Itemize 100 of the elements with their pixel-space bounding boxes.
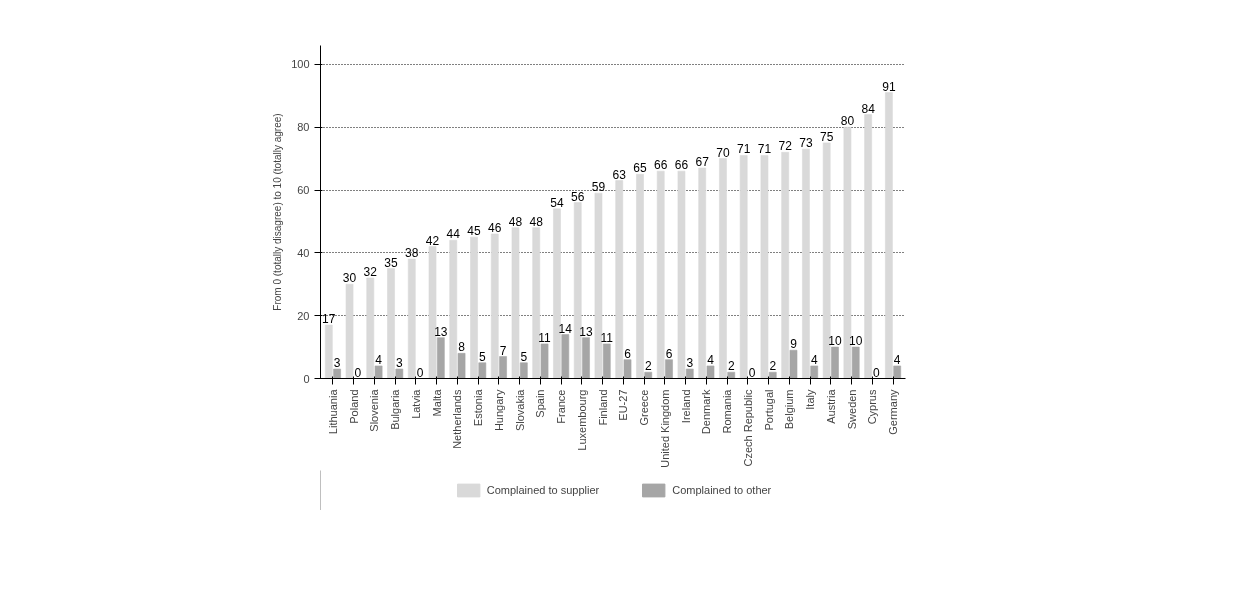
bar — [893, 365, 902, 379]
bar — [457, 353, 466, 379]
data-label: 56 — [571, 189, 585, 204]
data-label: 2 — [727, 359, 735, 374]
bar — [449, 239, 458, 379]
x-tick-label: Ireland — [679, 389, 692, 424]
data-label: 46 — [488, 220, 502, 235]
y-tick-label: 60 — [297, 184, 310, 197]
bar — [636, 174, 644, 379]
data-label: 5 — [520, 349, 528, 364]
data-label: 6 — [624, 346, 632, 361]
bar — [499, 356, 507, 379]
bar — [789, 349, 798, 379]
data-label: 8 — [458, 340, 466, 355]
bar — [656, 170, 665, 379]
data-label: 66 — [674, 158, 689, 173]
bar — [573, 202, 582, 379]
data-label: 0 — [354, 365, 362, 380]
bar — [561, 334, 570, 379]
bar — [864, 114, 872, 379]
bar — [519, 362, 528, 379]
x-tick-label: Belgium — [783, 389, 796, 430]
bar — [602, 343, 611, 379]
bar — [665, 359, 673, 379]
x-tick-label: Austria — [824, 388, 837, 424]
bar — [436, 337, 445, 379]
x-tick-label: Malta — [430, 388, 443, 417]
data-label: 42 — [425, 233, 440, 248]
x-tick-label: Lithuania — [326, 388, 339, 435]
x-tick-label: Finland — [596, 389, 609, 426]
bar — [719, 158, 727, 379]
bar — [615, 180, 624, 379]
data-label: 72 — [778, 139, 793, 154]
y-tick-label: 40 — [297, 246, 310, 259]
data-label: 80 — [840, 114, 855, 129]
x-tick-label: Italy — [804, 389, 817, 410]
x-tick-label: Sweden — [845, 389, 858, 430]
data-label: 4 — [707, 352, 715, 367]
bar — [324, 324, 333, 379]
bar — [706, 365, 715, 379]
bar — [677, 170, 686, 379]
data-label: 9 — [790, 337, 798, 352]
x-tick-label: Luxembourg — [575, 389, 588, 451]
data-label: 35 — [384, 255, 399, 270]
data-label: 4 — [893, 352, 901, 367]
bar — [843, 126, 852, 379]
data-label: 3 — [333, 356, 341, 371]
bar — [395, 368, 404, 379]
data-label: 5 — [478, 349, 486, 364]
y-tick-label: 100 — [291, 58, 310, 71]
data-label: 71 — [737, 142, 751, 157]
bar — [810, 365, 819, 379]
x-tick-label: Estonia — [472, 388, 485, 427]
data-label: 65 — [633, 161, 647, 176]
data-label: 0 — [416, 365, 424, 380]
data-label: 54 — [550, 195, 564, 210]
x-tick-label: France — [555, 389, 568, 424]
data-label: 13 — [579, 324, 594, 339]
x-tick-label: Portugal — [762, 389, 775, 431]
bar — [644, 371, 653, 379]
bar — [822, 142, 831, 379]
data-label: 84 — [861, 101, 876, 116]
data-label: 0 — [873, 365, 881, 380]
x-tick-label: Latvia — [409, 388, 422, 419]
data-label: 32 — [363, 264, 378, 279]
data-label: 14 — [558, 321, 573, 336]
bar — [698, 167, 707, 379]
bar — [623, 359, 632, 379]
bar — [428, 246, 437, 379]
x-tick-label: Germany — [887, 389, 900, 435]
bar — [582, 337, 590, 379]
bar — [594, 192, 603, 379]
data-label: 48 — [508, 214, 523, 229]
data-label: 11 — [538, 330, 552, 345]
data-label: 44 — [446, 227, 461, 242]
bar — [532, 227, 541, 379]
x-tick-label: United Kingdom — [658, 389, 671, 468]
bar — [831, 346, 839, 379]
data-label: 66 — [654, 158, 668, 173]
data-label: 73 — [799, 136, 813, 151]
legend-label: Complained to other — [672, 484, 772, 496]
x-tick-label: Slovakia — [513, 388, 526, 432]
data-label: 10 — [828, 334, 842, 349]
bar — [760, 155, 769, 379]
data-label: 71 — [757, 142, 772, 157]
data-label: 6 — [665, 346, 673, 361]
bar — [366, 277, 375, 379]
bar — [490, 233, 499, 379]
bar — [768, 371, 777, 379]
x-tick-label: Romania — [721, 388, 734, 434]
bar — [781, 152, 790, 379]
bar — [407, 258, 416, 379]
x-tick-label: Czech Republic — [741, 389, 754, 467]
data-label: 3 — [686, 356, 694, 371]
bar — [685, 368, 694, 379]
x-tick-label: Netherlands — [451, 389, 464, 449]
y-axis-title: From 0 (totally disagree) to 10 (totally agree) — [272, 113, 284, 311]
x-tick-label: Bulgaria — [389, 388, 402, 430]
x-tick-label: Spain — [534, 389, 547, 418]
legend-label: Complained to supplier — [486, 484, 600, 496]
